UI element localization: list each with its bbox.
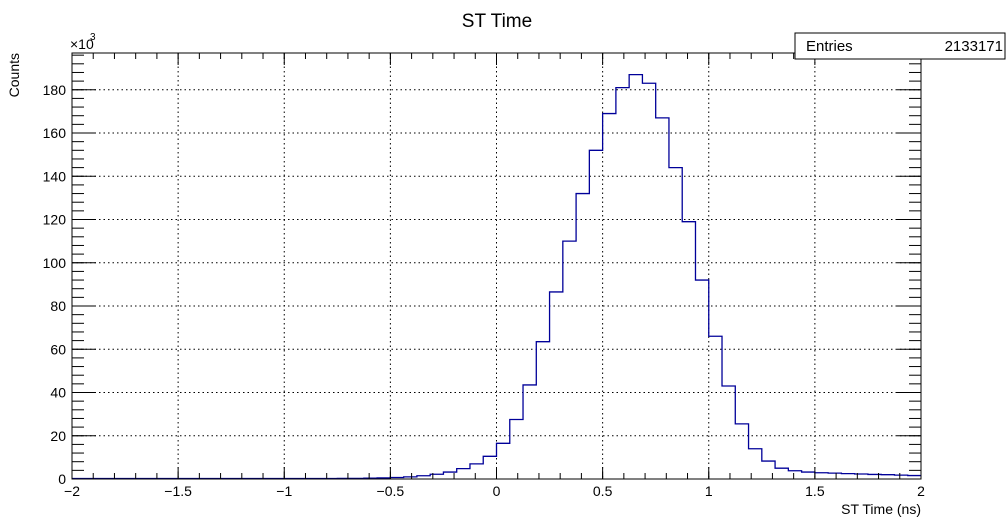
stats-box-frame [794, 32, 1006, 60]
x-tick-label: −1 [276, 483, 292, 499]
y-tick-label: 140 [43, 168, 67, 184]
grid [72, 53, 921, 479]
y-multiplier-base: ×10 [70, 36, 94, 52]
x-tick-label: −0.5 [377, 483, 405, 499]
y-multiplier: ×10 3 [70, 32, 96, 52]
stats-box: Entries 2133171 [794, 32, 1006, 60]
y-tick-label: 60 [50, 341, 66, 357]
x-tick-label: 2 [917, 483, 925, 499]
axis-ticks [71, 53, 922, 480]
x-tick-label: −1.5 [164, 483, 192, 499]
x-axis-label: ST Time (ns) [841, 501, 921, 517]
y-tick-label: 80 [50, 298, 66, 314]
y-axis-label: Counts [6, 53, 22, 97]
y-tick-label: 40 [50, 385, 66, 401]
x-tick-label: 1 [705, 483, 713, 499]
x-tick-label: 1.5 [805, 483, 825, 499]
stats-entries-value: 2133171 [945, 38, 1003, 55]
y-tick-label: 160 [43, 125, 67, 141]
y-tick-label: 20 [50, 428, 66, 444]
y-multiplier-exponent: 3 [90, 32, 96, 43]
y-tick-label: 180 [43, 82, 67, 98]
y-tick-label: 120 [43, 212, 67, 228]
y-tick-label: 0 [58, 471, 66, 487]
stats-entries-label: Entries [806, 38, 853, 55]
x-tick-label: −2 [64, 483, 80, 499]
chart-title: ST Time [462, 11, 532, 32]
y-tick-label: 100 [43, 255, 67, 271]
y-tick-labels: 0 20 40 60 80 100 120 140 160 180 [43, 82, 67, 487]
x-tick-label: 0.5 [593, 483, 613, 499]
x-tick-labels: −2 −1.5 −1 −0.5 0 0.5 1 1.5 2 [64, 483, 925, 499]
x-tick-label: 0 [493, 483, 501, 499]
